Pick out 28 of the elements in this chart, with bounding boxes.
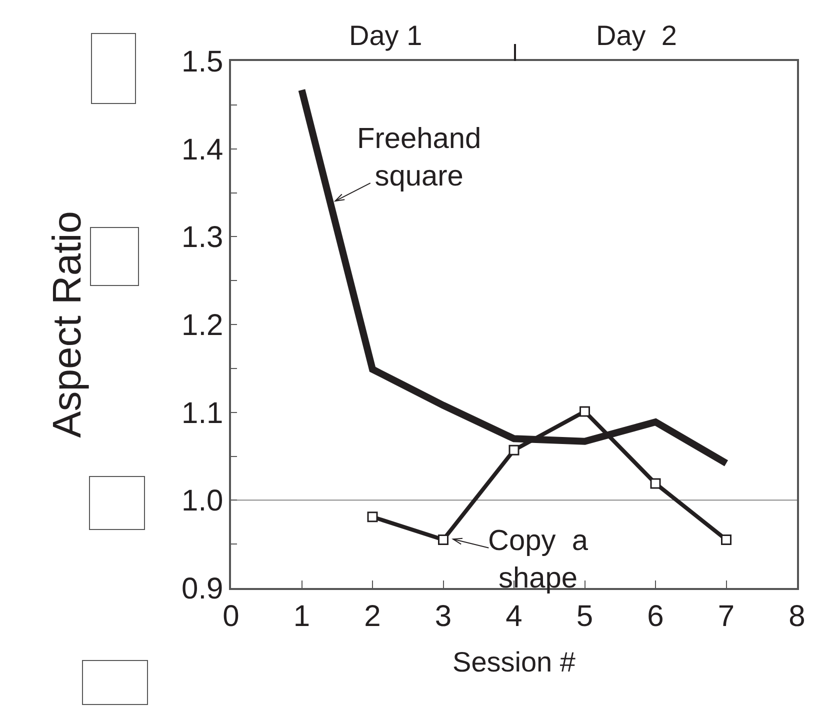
y-tick-label: 1.5	[182, 46, 224, 78]
y-tick-label: 1.3	[182, 221, 224, 254]
x-tick-label: 5	[576, 600, 594, 633]
x-axis-title: Session #	[452, 646, 576, 678]
y-tick-label: 1.1	[182, 396, 224, 430]
annotation: Freehand square	[357, 123, 482, 193]
y-tick-label: 1.2	[182, 309, 224, 342]
x-tick-label: 1	[293, 600, 310, 633]
text: Day 1	[349, 20, 422, 51]
text: Day 2	[596, 20, 677, 51]
x-tick-label: 8	[788, 600, 806, 633]
annotation: Copy a shape	[488, 525, 589, 595]
x-tick-label: 7	[718, 600, 735, 633]
x-tick-label: 2	[364, 600, 381, 633]
x-tick-label: 3	[434, 600, 452, 633]
y-axis-title: Aspect Ratio	[46, 211, 90, 438]
x-tick-label: 4	[506, 600, 522, 633]
point	[508, 444, 520, 456]
x-tick-label: 6	[647, 600, 664, 633]
point	[580, 406, 590, 417]
point	[721, 534, 732, 545]
y-tick-label: 1.4	[182, 133, 224, 166]
point	[367, 512, 378, 522]
point	[650, 478, 661, 489]
text: 1.0	[182, 484, 224, 518]
x-tick-label: 0	[222, 600, 240, 633]
y-tick-label: 0.9	[182, 572, 224, 606]
point	[438, 534, 448, 545]
